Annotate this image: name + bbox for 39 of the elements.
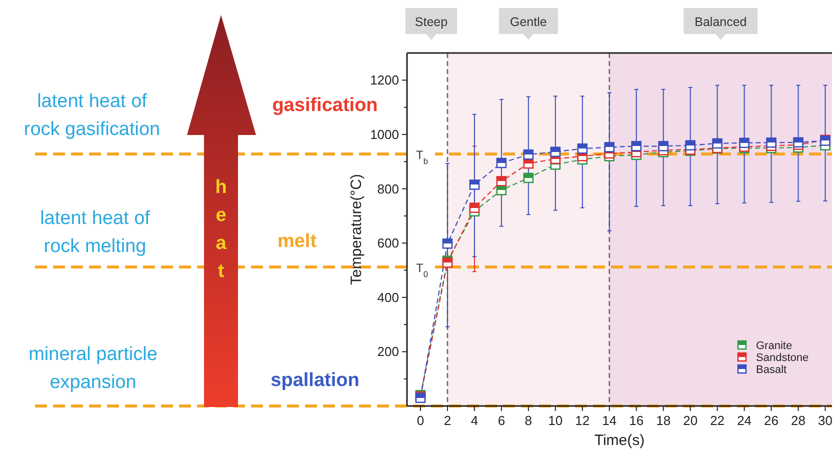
text: latent heat of rock melting [40, 208, 151, 257]
x-tick-label: 22 [710, 413, 725, 428]
x-tick-label: 4 [470, 413, 478, 428]
x-tick-label: 14 [602, 413, 617, 428]
band-label: Balanced [694, 15, 747, 29]
x-tick-label: 18 [656, 413, 671, 428]
text: spallation [270, 370, 360, 391]
x-tick-label: 2 [444, 413, 452, 428]
legend-label: Basalt [756, 364, 787, 376]
x-tick-label: 20 [683, 413, 698, 428]
y-tick-label: 1000 [370, 126, 399, 142]
x-tick-label: 24 [737, 413, 752, 428]
x-tick-label: 8 [524, 413, 532, 428]
band-label: Gentle [510, 15, 547, 29]
text: mineral particle expansion [28, 344, 158, 393]
legend-label: Granite [756, 340, 792, 352]
text: gasification [272, 95, 378, 116]
x-tick-label: 16 [629, 413, 644, 428]
x-axis-title: Time(s) [594, 432, 645, 449]
text: heat [215, 177, 227, 282]
y-tick-label: 200 [377, 344, 399, 360]
x-tick-label: 28 [791, 413, 806, 428]
y-tick-label: 1200 [370, 72, 399, 88]
y-tick-label: 600 [377, 236, 399, 251]
text: latent heat of rock gasification [24, 91, 160, 140]
x-tick-label: 26 [764, 413, 779, 428]
ref-line-label: T$_{0}$ [416, 260, 428, 279]
y-axis-title: Temperature(°C) [348, 174, 365, 286]
x-tick-label: 10 [548, 413, 563, 428]
x-tick-label: 6 [498, 413, 506, 428]
text: Steep [414, 15, 448, 29]
x-tick-label: 12 [575, 413, 590, 428]
text: melt [277, 231, 318, 252]
ref-line-label: T$_{b}$ [416, 148, 428, 166]
x-tick-label: 0 [416, 413, 424, 428]
x-tick-label: 30 [818, 413, 832, 428]
legend-label: Sandstone [756, 352, 809, 364]
y-tick-label: 800 [377, 181, 399, 196]
y-tick-label: 400 [377, 290, 399, 305]
